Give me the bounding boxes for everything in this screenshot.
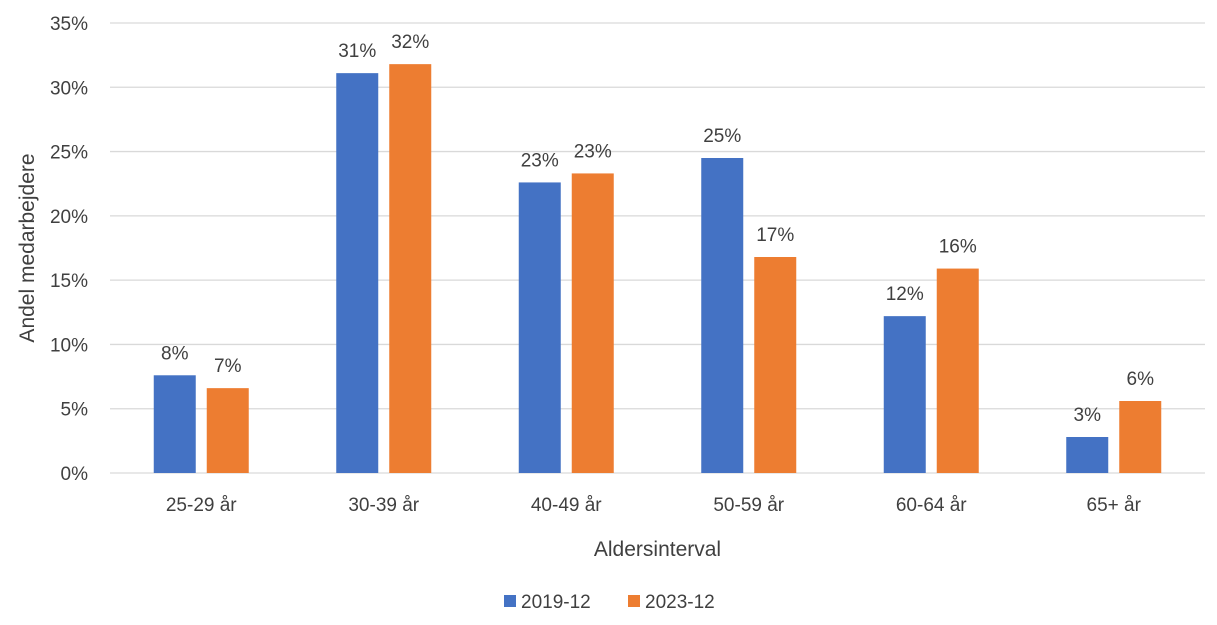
x-tick-label: 40-49 år <box>531 495 602 516</box>
legend-label: 2019-12 <box>521 592 591 613</box>
data-label: 31% <box>338 41 376 62</box>
bar <box>571 173 614 473</box>
bar <box>389 64 432 474</box>
bar <box>518 182 561 473</box>
data-label: 12% <box>886 284 924 305</box>
y-tick-label: 5% <box>61 400 89 421</box>
bar <box>153 375 196 473</box>
legend-label: 2023-12 <box>645 592 715 613</box>
data-label: 6% <box>1127 369 1155 390</box>
bar <box>754 257 797 473</box>
y-tick-label: 0% <box>61 464 89 485</box>
x-tick-label: 25-29 år <box>166 495 237 516</box>
data-label: 23% <box>574 141 612 162</box>
y-tick-label: 25% <box>50 143 88 164</box>
bar <box>336 73 379 474</box>
data-label: 17% <box>756 225 794 246</box>
bar <box>701 158 744 473</box>
data-labels: 8% 7% 31% 32% 23% 23% 25% 17% 12% 16% 3% 6% <box>161 32 1154 426</box>
bars <box>153 64 1162 474</box>
bar <box>883 316 926 473</box>
bar <box>1066 437 1109 473</box>
data-label: 7% <box>214 356 242 377</box>
bar <box>936 268 979 473</box>
x-tick-label: 60-64 år <box>896 495 967 516</box>
legend-swatch <box>628 595 640 607</box>
y-tick-label: 10% <box>50 335 88 356</box>
y-axis-ticks: 0% 5% 10% 15% 20% 25% 30% 35% <box>50 14 88 485</box>
data-label: 25% <box>703 126 741 147</box>
y-tick-label: 30% <box>50 78 88 99</box>
y-tick-label: 35% <box>50 14 88 35</box>
legend-swatch <box>504 595 516 607</box>
data-label: 23% <box>521 150 559 171</box>
bar <box>206 388 249 473</box>
data-label: 3% <box>1074 405 1102 426</box>
x-axis-title: Aldersinterval <box>594 538 721 561</box>
data-label: 16% <box>939 237 977 258</box>
gridlines <box>110 22 1205 474</box>
data-label: 32% <box>391 32 429 53</box>
x-axis-ticks: 25-29 år 30-39 år 40-49 år 50-59 år 60-64 år… <box>166 495 1142 516</box>
x-tick-label: 50-59 år <box>713 495 784 516</box>
bar <box>1119 401 1162 473</box>
legend: 2019-12 2023-12 <box>504 592 715 613</box>
data-label: 8% <box>161 343 189 364</box>
y-tick-label: 15% <box>50 271 88 292</box>
y-axis-title: Andel medarbejdere <box>16 153 39 342</box>
y-tick-label: 20% <box>50 207 88 228</box>
x-tick-label: 65+ år <box>1087 495 1142 516</box>
x-tick-label: 30-39 år <box>348 495 419 516</box>
